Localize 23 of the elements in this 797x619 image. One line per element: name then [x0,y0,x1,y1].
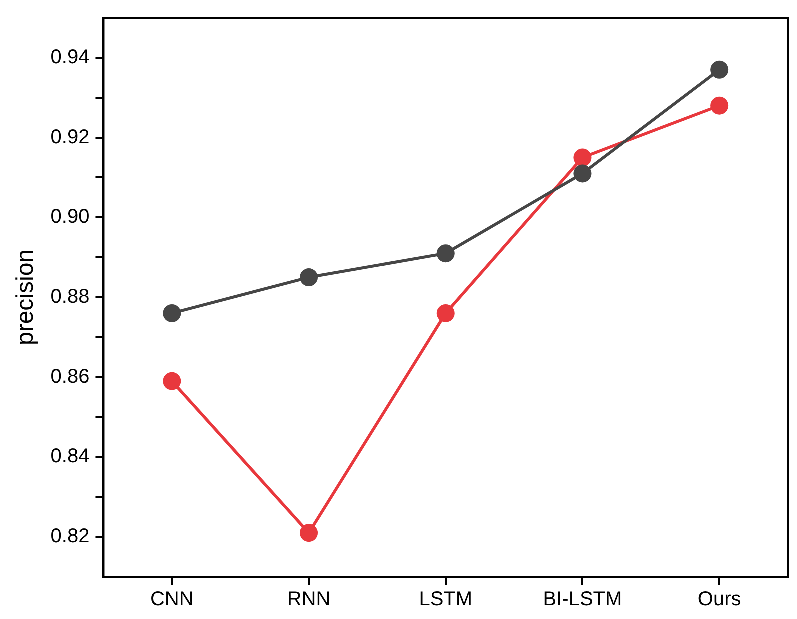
point [163,304,182,322]
y-tick-label: 0.94 [50,46,90,68]
point [574,164,592,183]
x-tick-label: RNN [287,588,331,611]
point [574,148,592,167]
point [300,268,318,287]
point [163,372,182,390]
point [710,60,729,79]
point [710,96,729,115]
x-tick-label: BI-LSTM [543,588,622,611]
y-tick-label: 0.90 [50,206,90,228]
x-tick-label: LSTM [419,588,473,611]
y-tick-label: 0.88 [50,286,90,308]
y-axis-title: precision [12,249,40,346]
point [300,524,318,542]
y-tick-label: 0.82 [50,526,90,548]
point [436,244,455,263]
point [436,304,455,322]
y-tick-label: 0.92 [50,126,90,148]
x-tick-label: CNN [150,588,194,611]
y-tick-label: 0.86 [50,366,90,388]
y-tick-label: 0.84 [50,446,90,468]
x-tick-label: Ours [698,588,742,611]
